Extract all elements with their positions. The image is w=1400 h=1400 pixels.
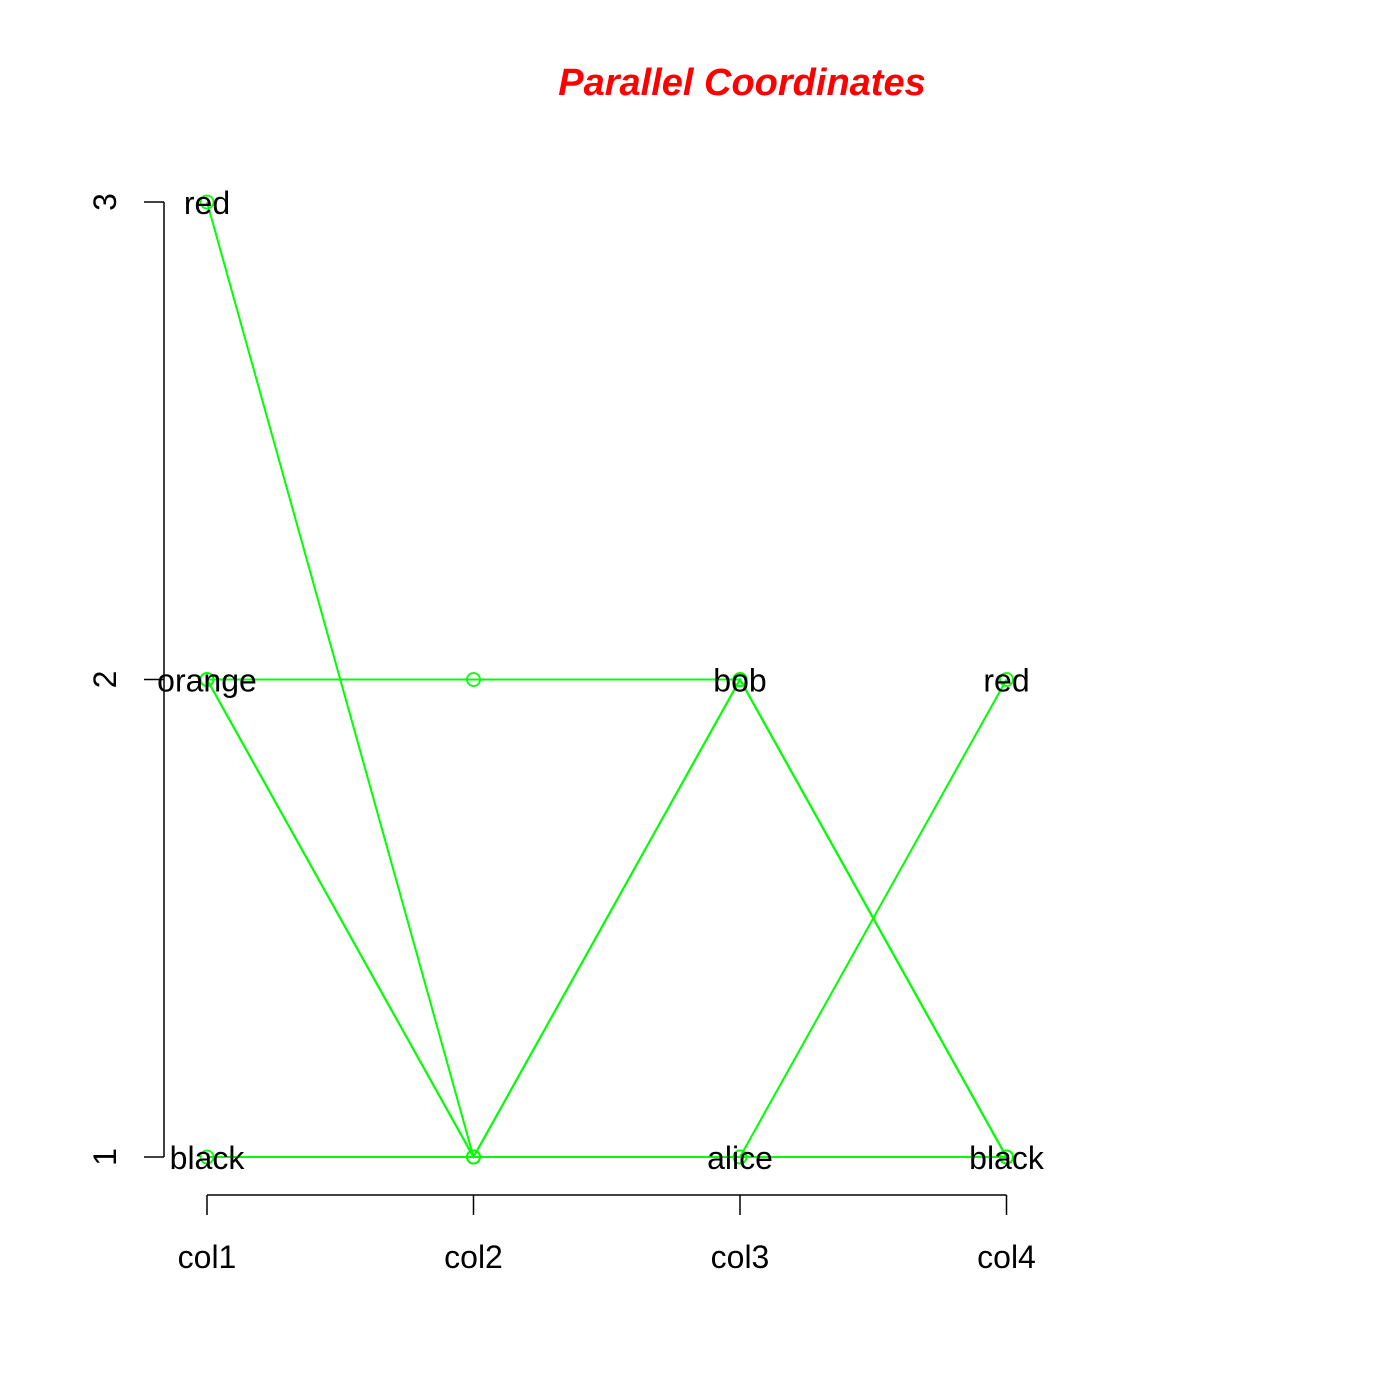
axes: 1 2 3 col1 col2 col3 col4 (87, 193, 1036, 1275)
level-label-col1-black: black (170, 1140, 246, 1176)
data-point (466, 672, 481, 687)
data-point (199, 1149, 215, 1165)
y-tick-label: 3 (87, 193, 123, 211)
data-point (999, 672, 1014, 687)
chart-title: Parallel Coordinates (558, 62, 925, 104)
y-tick-label: 2 (87, 671, 123, 689)
data-point (466, 1149, 481, 1165)
data-point (199, 672, 215, 687)
series-line-5 (207, 678, 1008, 1158)
level-labels: black orange red alice bob black red (157, 185, 1045, 1176)
x-tick-label-col1: col1 (178, 1239, 237, 1275)
level-label-col4-red: red (983, 663, 1029, 699)
level-label-col4-black: black (969, 1140, 1045, 1176)
data-point (999, 1149, 1014, 1165)
level-label-col1-red: red (184, 185, 230, 221)
series-lines (206, 201, 1008, 1160)
y-tick-label: 1 (87, 1148, 123, 1166)
data-point (199, 194, 215, 210)
data-point (732, 1149, 748, 1165)
x-tick-label-col4: col4 (977, 1239, 1036, 1275)
data-point (732, 672, 748, 687)
x-tick-label-col3: col3 (711, 1239, 770, 1275)
level-label-col3-alice: alice (707, 1140, 773, 1176)
series-line-2 (206, 677, 1008, 1160)
level-label-col1-orange: orange (157, 663, 257, 699)
series-points (199, 194, 1014, 1165)
level-label-col3-bob: bob (713, 663, 766, 699)
x-tick-label-col2: col2 (444, 1239, 503, 1275)
